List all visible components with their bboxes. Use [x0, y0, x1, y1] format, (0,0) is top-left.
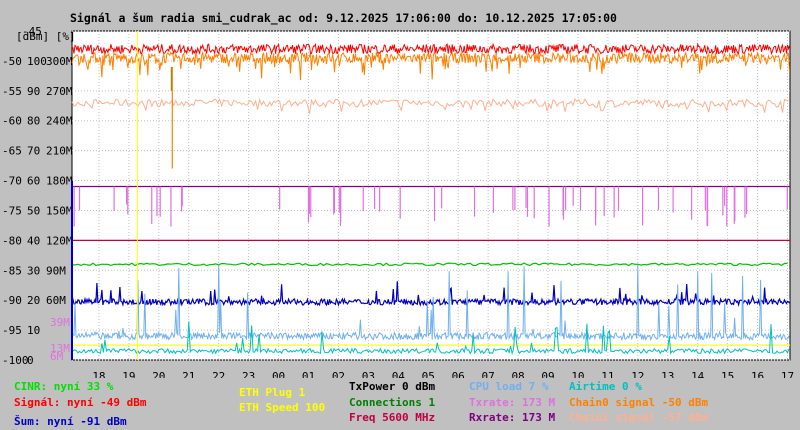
ytick-rate: 150M: [46, 204, 73, 217]
ytick-dbm: -65: [2, 145, 22, 158]
legend: CINR: nyní 33 % Signál: nyní -49 dBm Šum…: [0, 378, 800, 430]
plot-area: [71, 30, 791, 361]
xtick: 11: [601, 370, 614, 378]
legend-chain0: Chain0 signal -50 dBm: [569, 396, 709, 409]
xtick: 05: [422, 370, 435, 378]
xtick: 03: [362, 370, 375, 378]
legend-signal: Signál: nyní -49 dBm: [14, 396, 147, 409]
ytick-dbm: -50: [2, 55, 22, 68]
series-chain0: [71, 50, 790, 81]
ytick-dbm: -45: [22, 25, 42, 38]
xtick: 20: [152, 370, 165, 378]
ytick-dbm: -70: [2, 175, 22, 188]
ytick-pct: 100: [27, 55, 47, 68]
legend-cinr: CINR: nyní 33 %: [14, 380, 114, 393]
xtick: 22: [212, 370, 225, 378]
legend-connections: Connections 1: [349, 396, 436, 409]
legend-noise: Šum: nyní -91 dBm: [14, 415, 127, 428]
legend-eth-plug: ETH Plug 1: [239, 386, 306, 399]
xtick: 13: [661, 370, 674, 378]
ytick-dbm: -80: [2, 234, 22, 247]
series-chain1: [71, 97, 789, 114]
ytick-dbm: -95: [2, 324, 22, 337]
ytick-pct: 70: [27, 145, 40, 158]
xtick: 09: [541, 370, 554, 378]
ytick-pct: 30: [27, 264, 40, 277]
xtick: 16: [751, 370, 764, 378]
series-cinr: [71, 321, 790, 356]
ytick-pct: 50: [27, 204, 40, 217]
ytick-pct: 90: [27, 85, 40, 98]
xtick: 17: [781, 370, 794, 378]
ytick-pct: 20: [27, 294, 40, 307]
legend-txrate: Txrate: 173 M: [469, 396, 556, 409]
ytick-pct: 80: [27, 115, 40, 128]
y-units-label: [dBm] [%]: [16, 30, 76, 43]
xtick: 04: [392, 370, 406, 378]
xtick: 14: [691, 370, 705, 378]
chart-svg: Signál a šum radia smi_cudrak_ac od: 9.1…: [2, 11, 794, 392]
xtick: 23: [242, 370, 255, 378]
ytick-pct: 40: [27, 234, 40, 247]
xtick: 10: [571, 370, 584, 378]
ytick-dbm: -55: [2, 85, 22, 98]
xtick: 07: [482, 370, 495, 378]
series-signal: [71, 42, 790, 56]
legend-rxrate: Rxrate: 173 M: [469, 411, 556, 424]
legend-eth-speed: ETH Speed 100: [239, 401, 326, 414]
ytick-pct: 60: [27, 175, 40, 188]
legend-chain1: Chain1 signal -57 dBm: [569, 411, 709, 424]
xtick: 06: [452, 370, 465, 378]
series-noise: [71, 281, 790, 307]
ytick-rate: 120M: [46, 234, 73, 247]
ytick-rate: 180M: [46, 175, 73, 188]
ytick-dbm: -60: [2, 115, 22, 128]
ytick-pct: 10: [27, 324, 40, 337]
xtick: 12: [631, 370, 644, 378]
ytick-dbm: -100: [2, 354, 29, 367]
chart-title: Signál a šum radia smi_cudrak_ac od: 9.1…: [70, 11, 617, 26]
ytick-rate: 6M: [50, 350, 64, 363]
xtick: 21: [182, 370, 195, 378]
legend-airtime: Airtime 0 %: [569, 380, 642, 393]
ytick-rate: 13M: [50, 342, 70, 355]
xtick: 08: [511, 370, 524, 378]
ytick-rate: 90M: [46, 264, 66, 277]
xtick: 01: [302, 370, 315, 378]
legend-txpower: TxPower 0 dBm: [349, 380, 436, 393]
ytick-pct: 0: [27, 354, 34, 367]
ytick-rate: 39M: [50, 316, 70, 329]
xtick: 19: [122, 370, 135, 378]
xtick: 18: [92, 370, 105, 378]
ytick-rate: 300M: [46, 55, 73, 68]
legend-cpu: CPU load 7 %: [469, 380, 549, 393]
ytick-rate: 210M: [46, 145, 73, 158]
ytick-rate: 240M: [46, 115, 73, 128]
xtick: 02: [332, 370, 345, 378]
ytick-dbm: -90: [2, 294, 22, 307]
ytick-dbm: -75: [2, 204, 22, 217]
ytick-rate: 270M: [46, 85, 73, 98]
series-connections: [72, 262, 788, 267]
xtick: 00: [272, 370, 285, 378]
xtick: 15: [721, 370, 734, 378]
legend-freq: Freq 5600 MHz: [349, 411, 436, 424]
ytick-rate: 60M: [46, 294, 66, 307]
series-cpu: [71, 264, 790, 342]
ytick-dbm: -85: [2, 264, 22, 277]
